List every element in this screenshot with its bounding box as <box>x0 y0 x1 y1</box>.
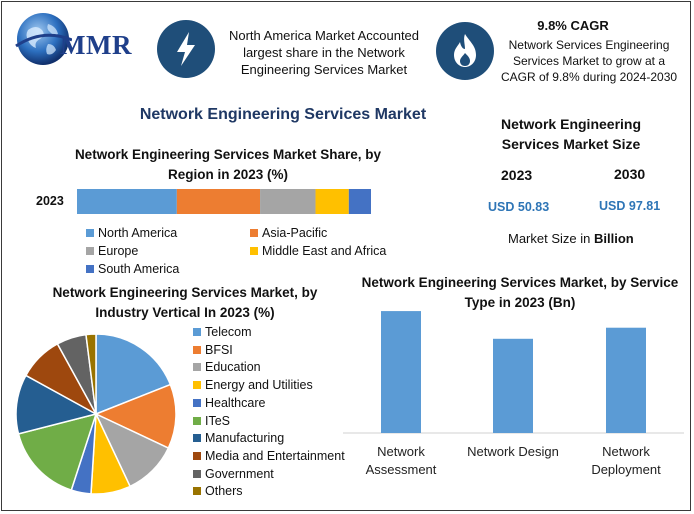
pie-slice-ites <box>17 412 98 492</box>
region-bar-asia-pacific <box>176 189 261 214</box>
cagr-text: Network Services Engineering Services Ma… <box>500 38 678 84</box>
service-bar-network-assessment <box>381 311 421 433</box>
service-chart-title: Network Engineering Services Market, by … <box>361 275 679 310</box>
market-size-value-2023: USD 50.83 <box>488 200 550 214</box>
region-legend-item-north-america: North America <box>86 226 177 240</box>
legend-swatch <box>193 328 201 336</box>
legend-swatch <box>193 345 201 354</box>
legend-swatch <box>86 229 94 237</box>
region-bar-north-america <box>77 189 177 214</box>
industry-legend-item-government: Government <box>193 467 274 481</box>
page-title: Network Engineering Services Market <box>139 106 427 123</box>
industry-legend-item-bfsi: BFSI <box>193 343 233 357</box>
legend-swatch <box>250 247 258 255</box>
header-north-america-text: North America Market Accounted largest s… <box>228 28 420 77</box>
region-legend-item-middle-east-and-africa: Middle East and Africa <box>250 244 386 258</box>
service-x-label-network-assessment: Network Assessment <box>365 444 437 477</box>
region-legend-item-europe: Europe <box>86 244 138 258</box>
legend-swatch <box>250 229 258 237</box>
service-x-label-network-deployment: Network Deployment <box>591 444 661 477</box>
legend-swatch <box>193 469 201 478</box>
logo-text: MMR <box>60 30 132 60</box>
market-size-title-line2: Services Market Size <box>501 136 641 152</box>
legend-label: South America <box>98 262 180 276</box>
industry-legend-item-ites: ITeS <box>193 414 230 428</box>
legend-label: BFSI <box>205 342 233 357</box>
legend-label: Energy and Utilities <box>205 378 313 393</box>
service-x-label-network-design: Network Design <box>467 444 559 459</box>
region-bar-south-america <box>348 189 371 214</box>
cagr-title: 9.8% CAGR <box>537 18 609 33</box>
legend-swatch <box>193 416 201 425</box>
industry-legend-item-manufacturing: Manufacturing <box>193 431 284 445</box>
legend-label: Asia-Pacific <box>262 226 328 240</box>
legend-label: North America <box>98 226 178 240</box>
market-size-value-2030: USD 97.81 <box>599 199 661 213</box>
market-size-unit: Market Size in Billion <box>508 231 634 246</box>
legend-swatch <box>86 247 94 255</box>
legend-label: Manufacturing <box>205 431 285 446</box>
legend-swatch <box>193 398 201 407</box>
industry-legend-item-energy-and-utilities: Energy and Utilities <box>193 378 313 392</box>
legend-swatch <box>86 265 94 273</box>
legend-swatch <box>193 434 201 443</box>
legend-swatch <box>193 363 201 372</box>
industry-legend-item-others: Others <box>193 484 243 498</box>
industry-chart-title: Network Engineering Services Market, by … <box>52 285 318 320</box>
market-size-title-line1: Network Engineering <box>500 116 642 132</box>
legend-label: ITeS <box>205 413 231 428</box>
region-bar-europe <box>260 189 316 214</box>
globe-logo-icon <box>15 13 72 65</box>
service-bar-network-design <box>493 338 533 433</box>
legend-swatch <box>193 487 201 496</box>
legend-label: Government <box>205 466 274 481</box>
market-size-unit-bold: Billion <box>593 231 634 246</box>
pie-slice-others <box>85 333 97 415</box>
market-size-unit-prefix: Market Size in <box>508 231 594 246</box>
pie-slice-bfsi <box>94 383 177 450</box>
market-size-year-2030: 2030 <box>614 166 646 182</box>
region-legend-item-asia-pacific: Asia-Pacific <box>250 226 327 240</box>
service-bar-network-deployment <box>606 327 646 433</box>
industry-legend-item-media-and-entertainment: Media and Entertainment <box>193 449 345 463</box>
industry-legend-item-healthcare: Healthcare <box>193 396 265 410</box>
industry-legend-item-education: Education <box>193 360 261 374</box>
legend-label: Healthcare <box>205 395 266 410</box>
lightning-bolt-icon <box>157 20 215 78</box>
legend-label: Education <box>205 360 261 375</box>
legend-label: Europe <box>98 244 139 258</box>
region-chart-title: Network Engineering Services Market Shar… <box>74 147 382 182</box>
legend-label: Others <box>205 484 243 499</box>
legend-label: Media and Entertainment <box>205 448 345 463</box>
legend-swatch <box>193 451 201 460</box>
market-size-year-2023: 2023 <box>501 167 533 183</box>
legend-label: Middle East and Africa <box>262 244 387 258</box>
pie-slice-telecom <box>95 333 172 416</box>
legend-label: Telecom <box>205 325 252 339</box>
region-bar-middle-east-and-africa <box>315 189 349 214</box>
industry-legend-item-telecom: Telecom <box>193 325 252 339</box>
region-chart-category-label: 2023 <box>36 194 64 208</box>
legend-swatch <box>193 381 201 390</box>
flame-icon <box>436 22 494 80</box>
region-legend-item-south-america: South America <box>86 262 179 276</box>
pie-slice-manufacturing <box>15 374 99 435</box>
